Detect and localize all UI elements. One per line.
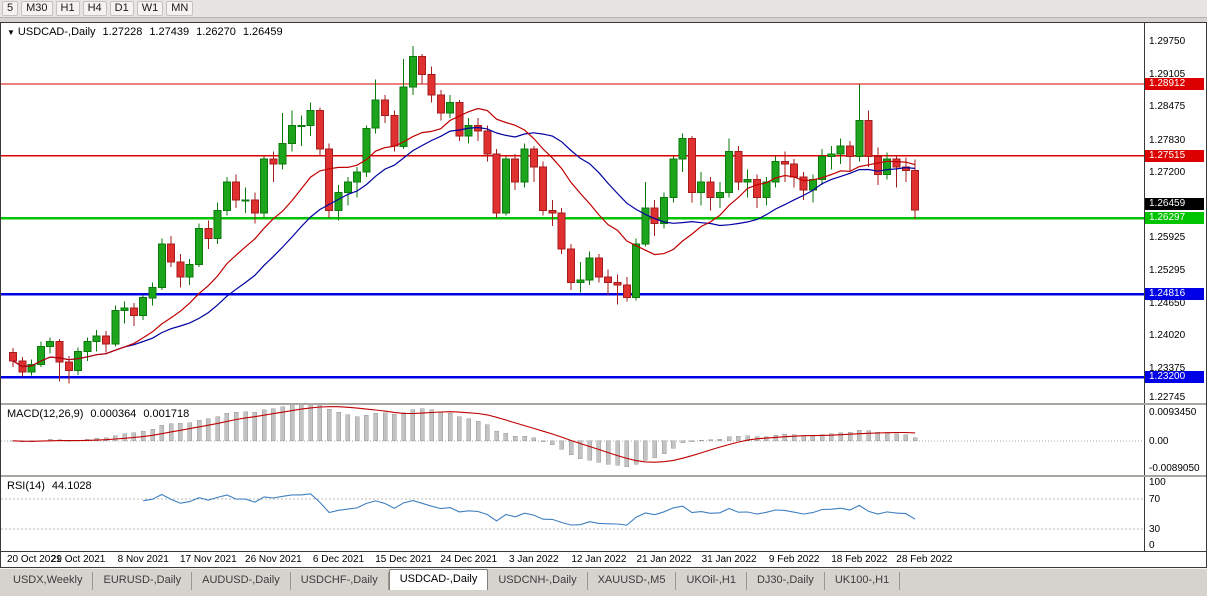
pane-splitter[interactable] xyxy=(1,475,1206,477)
macd-axis[interactable]: 0.0093450 0.00 -0.0089050 xyxy=(1144,405,1204,475)
price-axis-label: 1.25925 xyxy=(1149,232,1186,244)
price-plot-area[interactable]: ▼ USDCAD-,Daily 1.27228 1.27439 1.26270 1.264… xyxy=(1,23,1144,403)
macd-plot-area[interactable]: MACD(12,26,9) 0.000364 0.001718 xyxy=(1,405,1144,475)
chart-tab-usdcnh-daily[interactable]: USDCNH-,Daily xyxy=(488,572,588,590)
price-pane: ▼ USDCAD-,Daily 1.27228 1.27439 1.26270 1.264… xyxy=(1,23,1206,403)
date-axis-label: 6 Dec 2021 xyxy=(312,554,365,565)
chart-tab-xauusd-m5[interactable]: XAUUSD-,M5 xyxy=(588,572,677,590)
date-axis-label: 12 Jan 2022 xyxy=(571,554,627,565)
price-axis-label: 1.28475 xyxy=(1149,101,1186,113)
date-axis-label: 26 Nov 2021 xyxy=(245,554,302,565)
pane-splitter[interactable] xyxy=(1,403,1206,405)
rsi-axis[interactable]: 100 70 30 0 xyxy=(1144,477,1204,551)
price-level-tag: 1.26297 xyxy=(1145,212,1204,224)
candles xyxy=(9,46,920,384)
bid-price-tag: 1.26459 xyxy=(1145,198,1204,210)
date-axis-label: 9 Feb 2022 xyxy=(768,554,820,565)
date-axis-label: 15 Dec 2021 xyxy=(375,554,432,565)
date-axis-label: 21 Jan 2022 xyxy=(636,554,692,565)
price-level-tag: 1.24816 xyxy=(1145,288,1204,300)
chart-collapse-icon[interactable]: ▼ xyxy=(7,28,15,37)
macd-axis-label: 0.0093450 xyxy=(1149,407,1197,418)
rsi-title: RSI(14) 44.1028 xyxy=(7,480,99,492)
ohlc-close: 1.26459 xyxy=(242,26,283,38)
macd-indicator-name: MACD(12,26,9) xyxy=(7,408,84,420)
timeframe-toolbar: 5 M30 H1 H4 D1 W1 MN xyxy=(0,0,1207,18)
macd-pane: MACD(12,26,9) 0.000364 0.001718 0.0093450 0… xyxy=(1,405,1206,475)
date-axis-label: 3 Jan 2022 xyxy=(509,554,559,565)
chart-tabbar: USDX,Weekly EURUSD-,Daily AUDUSD-,Daily USD… xyxy=(0,568,1207,590)
timeframe-button-w1[interactable]: W1 xyxy=(136,1,164,16)
price-level-tag: 1.27515 xyxy=(1145,150,1204,162)
timeframe-button-h1[interactable]: H1 xyxy=(55,1,80,16)
rsi-line xyxy=(143,493,916,526)
rsi-chart-canvas[interactable] xyxy=(1,477,1144,551)
price-level-tag: 1.23200 xyxy=(1145,371,1204,383)
price-level-tag: 1.28912 xyxy=(1145,78,1204,90)
chart-tab-ukoil-h1[interactable]: UKOil-,H1 xyxy=(676,572,747,590)
macd-axis-label: 0.00 xyxy=(1149,435,1169,447)
ma-fast-line xyxy=(12,107,916,368)
chart-tab-usdcad-daily[interactable]: USDCAD-,Daily xyxy=(388,569,489,590)
ohlc-high: 1.27439 xyxy=(149,26,190,38)
chart-tab-dj30-daily[interactable]: DJ30-,Daily xyxy=(747,572,825,590)
macd-signal-line xyxy=(12,406,916,463)
ohlc-low: 1.26270 xyxy=(196,26,236,38)
toolbar-gap xyxy=(0,18,1207,22)
chart-tab-audusd-daily[interactable]: AUDUSD-,Daily xyxy=(192,572,291,590)
ma-slow-line xyxy=(12,126,916,368)
price-axis-label: 1.29105 xyxy=(1149,69,1186,81)
price-axis-label: 1.27830 xyxy=(1149,134,1186,146)
bottom-strip xyxy=(0,590,1207,596)
date-axis[interactable]: 20 Oct 2021 29 Oct 2021 8 Nov 2021 17 Nov 2… xyxy=(1,551,1206,567)
macd-value: 0.000364 xyxy=(90,408,137,420)
ohlc-open: 1.27228 xyxy=(102,26,143,38)
rsi-pane: RSI(14) 44.1028 100 70 30 0 xyxy=(1,477,1206,551)
price-axis-label: 1.27200 xyxy=(1149,166,1186,178)
chart-symbol-period: USDCAD-,Daily xyxy=(17,26,96,38)
macd-title: MACD(12,26,9) 0.000364 0.001718 xyxy=(7,408,196,420)
date-axis-label: 20 Oct 2021 xyxy=(7,554,62,565)
chart-tab-uk100-h1[interactable]: UK100-,H1 xyxy=(825,572,901,590)
macd-axis-label: -0.0089050 xyxy=(1149,463,1200,474)
date-axis-label: 17 Nov 2021 xyxy=(179,554,237,565)
rsi-indicator-name: RSI(14) xyxy=(7,480,45,492)
price-axis-label: 1.22745 xyxy=(1149,392,1186,403)
price-axis-label: 1.25295 xyxy=(1149,264,1186,276)
timeframe-button-5[interactable]: 5 xyxy=(2,1,19,16)
price-axis[interactable]: 1.297501.291051.284751.278301.272001.265… xyxy=(1144,23,1204,403)
price-chart-canvas[interactable] xyxy=(1,23,1144,403)
price-axis-label: 1.23375 xyxy=(1149,363,1186,375)
timeframe-button-d1[interactable]: D1 xyxy=(109,1,134,16)
chart-tab-eurusd-daily[interactable]: EURUSD-,Daily xyxy=(93,572,193,590)
price-axis-label: 1.29750 xyxy=(1149,35,1186,47)
date-axis-label: 29 Oct 2021 xyxy=(50,554,106,565)
price-axis-label: 1.24650 xyxy=(1149,297,1186,309)
rsi-axis-label: 30 xyxy=(1149,523,1161,535)
price-axis-label: 1.24020 xyxy=(1149,330,1186,342)
chart-title: ▼ USDCAD-,Daily 1.27228 1.27439 1.26270 1.264… xyxy=(7,26,290,38)
date-axis-label: 28 Feb 2022 xyxy=(896,554,953,565)
rsi-axis-label: 100 xyxy=(1149,477,1166,488)
chart-window: ▼ USDCAD-,Daily 1.27228 1.27439 1.26270 1.264… xyxy=(0,22,1207,568)
chart-tab-usdx-weekly[interactable]: USDX,Weekly xyxy=(3,572,94,590)
date-axis-label: 18 Feb 2022 xyxy=(831,554,888,565)
rsi-axis-label: 0 xyxy=(1149,540,1155,551)
rsi-value: 44.1028 xyxy=(51,480,92,492)
chart-tab-usdchf-daily[interactable]: USDCHF-,Daily xyxy=(291,572,389,590)
rsi-axis-label: 70 xyxy=(1149,494,1161,506)
macd-signal-value: 0.001718 xyxy=(143,408,190,420)
rsi-plot-area[interactable]: RSI(14) 44.1028 xyxy=(1,477,1144,551)
timeframe-button-h4[interactable]: H4 xyxy=(82,1,107,16)
date-axis-label: 24 Dec 2021 xyxy=(440,554,498,565)
timeframe-button-m30[interactable]: M30 xyxy=(21,1,53,16)
macd-chart-canvas[interactable] xyxy=(1,405,1144,475)
date-axis-label: 8 Nov 2021 xyxy=(117,554,169,565)
date-axis-label: 31 Jan 2022 xyxy=(701,554,757,565)
timeframe-button-mn[interactable]: MN xyxy=(166,1,194,16)
